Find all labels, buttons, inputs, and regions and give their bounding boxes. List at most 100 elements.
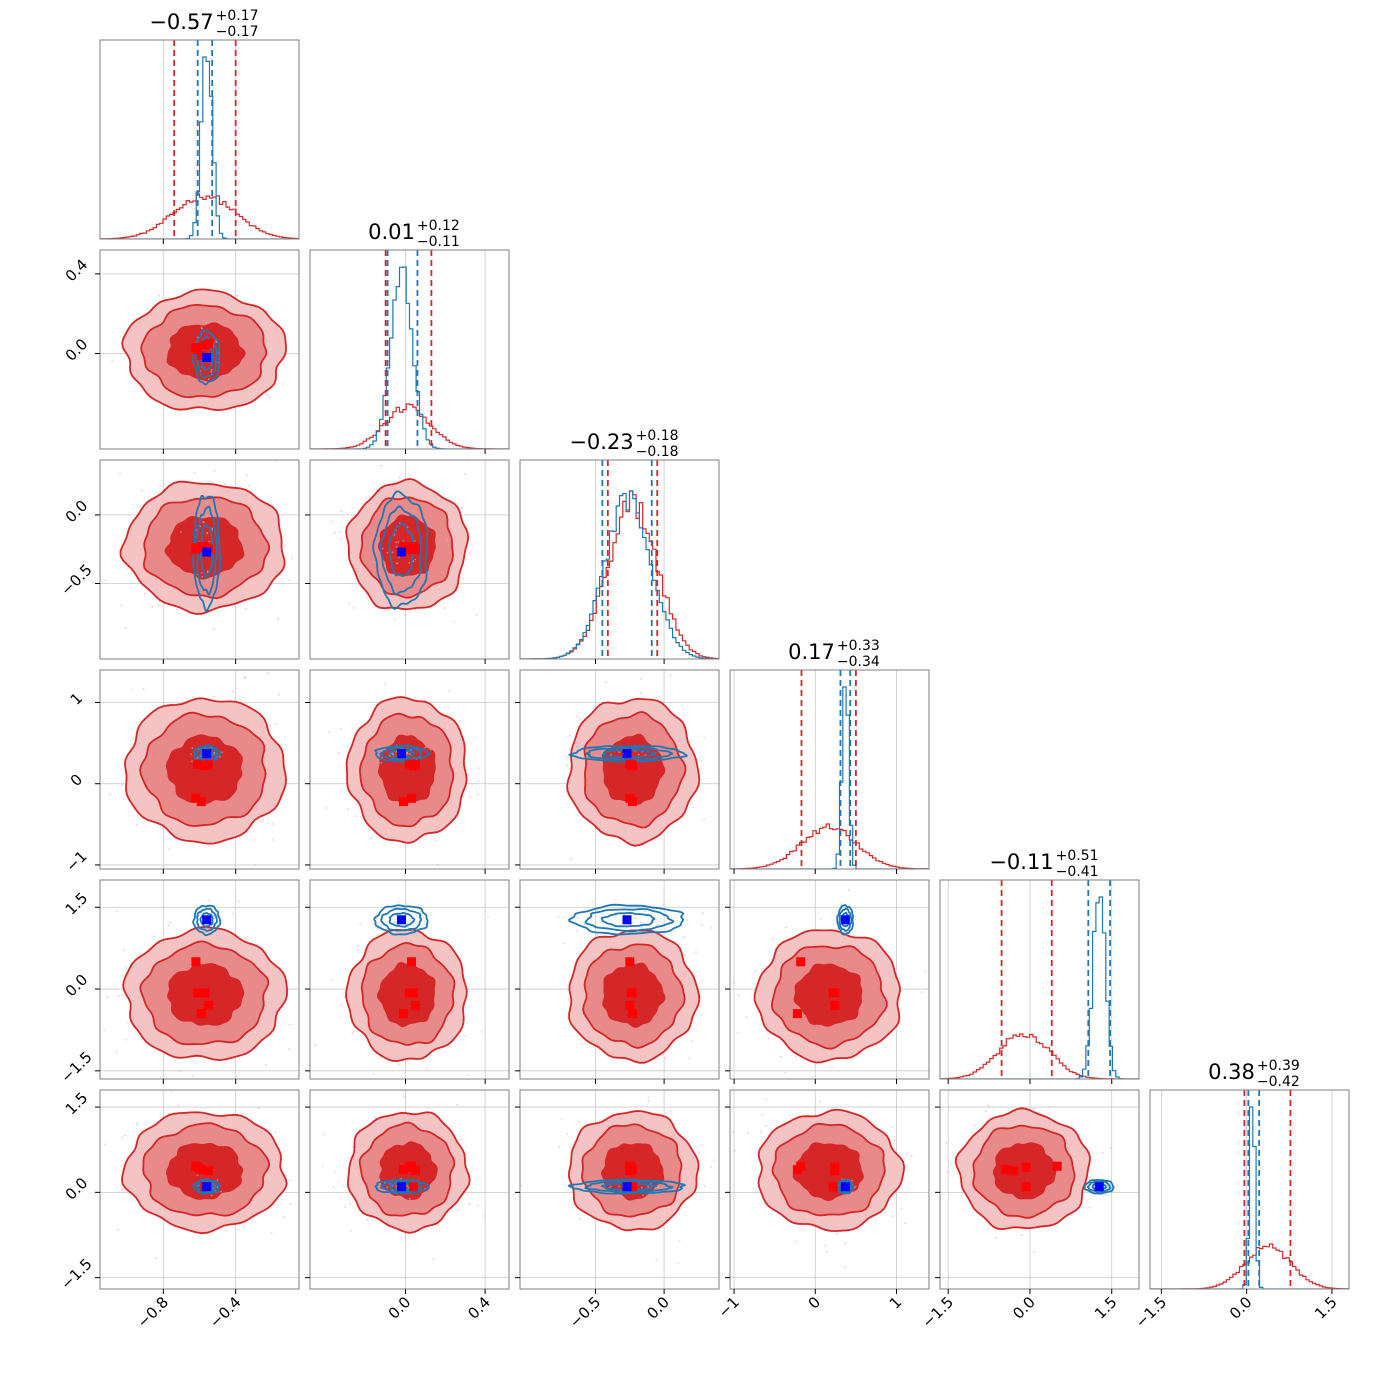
scatter-point: [712, 1159, 715, 1161]
scatter-point-blue: [395, 914, 398, 917]
title-plus: +0.18: [636, 428, 679, 444]
scatter-point: [337, 1181, 340, 1183]
x-tick-label: 0.0: [643, 1293, 673, 1323]
scatter-point: [569, 734, 571, 736]
scatter-point-blue: [386, 1186, 389, 1188]
scatter-point: [123, 949, 126, 952]
scatter-point: [121, 1136, 124, 1139]
scatter-point-blue: [408, 1197, 411, 1200]
scatter-point-blue: [395, 562, 398, 565]
scatter-point-blue: [445, 538, 448, 541]
y-tick-label: −1: [62, 847, 90, 875]
red-marker: [626, 988, 636, 998]
scatter-point: [447, 706, 450, 709]
panel-frame: [519, 459, 720, 660]
scatter-point: [349, 1203, 352, 1205]
red-marker: [1009, 1166, 1019, 1176]
scatter-point: [66, 920, 68, 922]
scatter-point: [566, 764, 569, 767]
red-marker: [411, 1166, 420, 1176]
scatter-point: [987, 1227, 990, 1230]
blue-contour: [192, 904, 222, 937]
blue-histogram: [1150, 1106, 1349, 1289]
red-marker: [828, 1182, 838, 1192]
blue-truth-marker: [622, 1182, 632, 1192]
scatter-point: [475, 614, 478, 616]
scatter-point-blue: [610, 753, 612, 756]
scatter-point: [157, 604, 160, 606]
scatter-point: [169, 921, 171, 924]
scatter-point: [170, 1091, 173, 1093]
scatter-point: [898, 977, 901, 980]
panel-frame: [99, 879, 300, 1080]
scatter-point-blue: [218, 937, 221, 940]
scatter-point: [844, 1242, 847, 1245]
scatter-point: [444, 1084, 446, 1086]
red-marker: [399, 1165, 408, 1175]
scatter-point: [383, 683, 386, 686]
x-tick-label: −0.8: [134, 1293, 172, 1331]
red-contour-inner: [793, 963, 863, 1027]
scatter-point: [569, 1146, 571, 1149]
scatter-point-blue: [710, 927, 713, 929]
scatter-point: [142, 687, 145, 690]
blue-contour: [192, 1178, 221, 1195]
scatter-point-blue: [1103, 1193, 1106, 1196]
scatter-point: [269, 724, 271, 727]
panel-frame: [519, 1089, 720, 1290]
scatter-point: [579, 717, 582, 720]
scatter-point: [373, 490, 376, 492]
scatter-point: [152, 935, 155, 938]
scatter-point: [237, 295, 239, 297]
scatter-point-blue: [656, 1186, 659, 1189]
panel-4-5: −1.5 0.0 1.5: [919, 1089, 1140, 1332]
scatter-point-blue: [414, 558, 417, 561]
scatter-point: [904, 1222, 906, 1225]
scatter-point: [325, 807, 327, 809]
scatter-point: [457, 1209, 459, 1212]
scatter-point: [761, 1114, 764, 1116]
blue-contour: [601, 749, 658, 759]
scatter-point: [403, 614, 406, 616]
x-tick-label: −1: [715, 1293, 743, 1321]
scatter-point: [423, 699, 426, 701]
scatter-point: [159, 485, 161, 488]
scatter-point: [344, 1206, 347, 1208]
red-marker: [405, 759, 414, 769]
scatter-point: [397, 1064, 400, 1066]
scatter-point-blue: [200, 572, 203, 574]
scatter-point-blue: [615, 915, 617, 918]
blue-contour: [373, 904, 429, 936]
scatter-point: [274, 1131, 277, 1133]
scatter-point: [180, 882, 182, 884]
scatter-point-blue: [202, 521, 205, 523]
blue-contour: [192, 329, 221, 386]
scatter-point: [117, 1228, 119, 1231]
scatter-point: [304, 608, 306, 610]
scatter-point-blue: [411, 929, 414, 932]
scatter-point: [701, 1144, 703, 1146]
panel-0-1: 0.0 0.4: [62, 249, 300, 454]
scatter-point: [921, 1072, 923, 1074]
scatter-point: [193, 471, 196, 474]
x-tick-label: −1.5: [919, 1293, 957, 1331]
scatter-point: [848, 889, 850, 891]
scatter-point: [418, 1082, 420, 1084]
scatter-point: [384, 609, 387, 612]
red-histogram: [100, 193, 299, 239]
blue-contour: [195, 746, 218, 761]
scatter-point: [331, 979, 334, 981]
scatter-point-blue: [408, 510, 411, 512]
blue-contour: [196, 908, 218, 932]
scatter-point: [760, 1130, 762, 1133]
title-minus: −0.34: [837, 654, 880, 670]
blue-histogram: [100, 56, 299, 239]
hist-panel-4: −0.11 +0.51−0.41: [939, 848, 1140, 1084]
scatter-point-blue: [651, 908, 653, 910]
scatter-point-blue: [411, 575, 413, 578]
scatter-point-blue: [206, 532, 209, 535]
scatter-point-blue: [376, 935, 379, 937]
scatter-point: [480, 1031, 483, 1033]
scatter-point: [192, 696, 195, 698]
scatter-point-blue: [429, 748, 432, 751]
